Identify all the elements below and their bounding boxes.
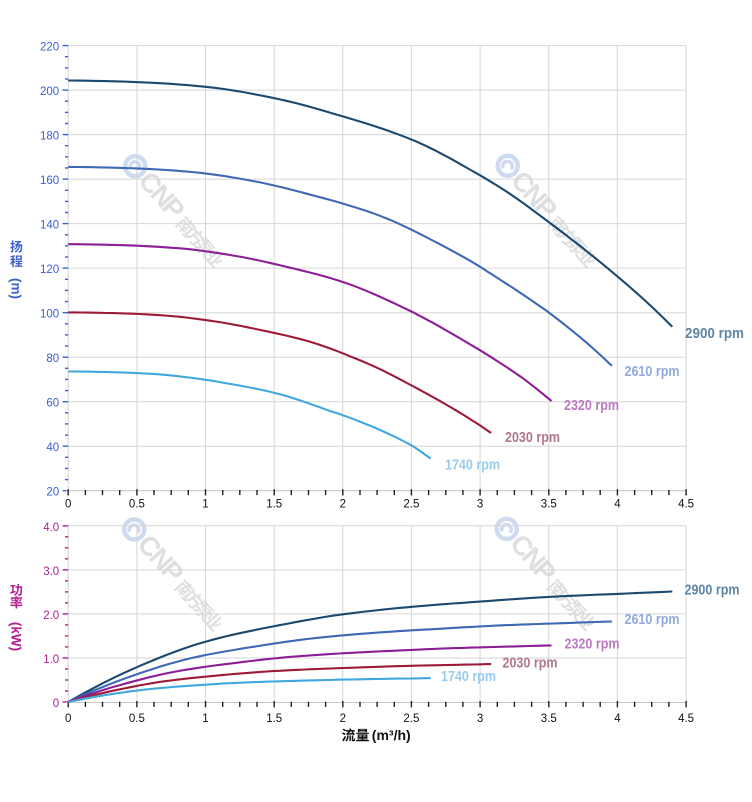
svg-text:2: 2 bbox=[340, 713, 346, 725]
svg-text:1: 1 bbox=[202, 713, 208, 725]
svg-text:3.5: 3.5 bbox=[541, 499, 557, 511]
svg-text:4.5: 4.5 bbox=[678, 713, 694, 725]
svg-text:120: 120 bbox=[40, 264, 59, 276]
svg-text:4.0: 4.0 bbox=[43, 522, 59, 534]
svg-text:1.5: 1.5 bbox=[266, 713, 282, 725]
svg-text:160: 160 bbox=[40, 175, 59, 187]
svg-text:2.0: 2.0 bbox=[43, 610, 59, 622]
svg-text:3: 3 bbox=[477, 499, 483, 511]
svg-text:200: 200 bbox=[40, 86, 59, 98]
svg-text:(m³/h): (m³/h) bbox=[372, 727, 411, 743]
svg-text:1740 rpm: 1740 rpm bbox=[441, 669, 496, 685]
svg-text:60: 60 bbox=[46, 398, 59, 410]
svg-text:4.5: 4.5 bbox=[678, 499, 694, 511]
svg-text:80: 80 bbox=[46, 353, 59, 365]
svg-text:4: 4 bbox=[614, 499, 621, 511]
svg-text:1: 1 bbox=[202, 499, 208, 511]
svg-text:3.5: 3.5 bbox=[541, 713, 557, 725]
svg-text:220: 220 bbox=[40, 42, 59, 54]
svg-text:2900 rpm: 2900 rpm bbox=[685, 326, 744, 342]
svg-text:180: 180 bbox=[40, 131, 59, 143]
svg-text:2610 rpm: 2610 rpm bbox=[625, 364, 680, 380]
svg-text:0.5: 0.5 bbox=[129, 499, 145, 511]
svg-text:1.0: 1.0 bbox=[43, 654, 59, 666]
svg-text:140: 140 bbox=[40, 220, 59, 232]
svg-text:2610 rpm: 2610 rpm bbox=[625, 612, 680, 628]
svg-text:2.5: 2.5 bbox=[403, 713, 419, 725]
svg-text:2.5: 2.5 bbox=[403, 499, 419, 511]
svg-text:2900 rpm: 2900 rpm bbox=[685, 583, 740, 599]
svg-text:4: 4 bbox=[614, 713, 621, 725]
svg-text:40: 40 bbox=[46, 442, 59, 454]
svg-text:3.0: 3.0 bbox=[43, 566, 59, 578]
svg-text:(kW): (kW) bbox=[9, 622, 24, 651]
svg-text:1.5: 1.5 bbox=[266, 499, 282, 511]
svg-text:0: 0 bbox=[53, 698, 59, 710]
svg-text:2: 2 bbox=[340, 499, 346, 511]
svg-text:2030 rpm: 2030 rpm bbox=[503, 656, 558, 672]
svg-text:0: 0 bbox=[65, 713, 71, 725]
svg-text:0.5: 0.5 bbox=[129, 713, 145, 725]
svg-text:3: 3 bbox=[477, 713, 483, 725]
svg-text:20: 20 bbox=[46, 487, 59, 499]
svg-text:0: 0 bbox=[65, 499, 71, 511]
svg-text:2320 rpm: 2320 rpm bbox=[565, 637, 620, 653]
svg-text:1740 rpm: 1740 rpm bbox=[445, 458, 500, 474]
svg-text:100: 100 bbox=[40, 309, 59, 321]
svg-text:2030 rpm: 2030 rpm bbox=[505, 430, 560, 446]
svg-text:2320 rpm: 2320 rpm bbox=[564, 398, 619, 414]
svg-text:(m): (m) bbox=[9, 278, 24, 299]
